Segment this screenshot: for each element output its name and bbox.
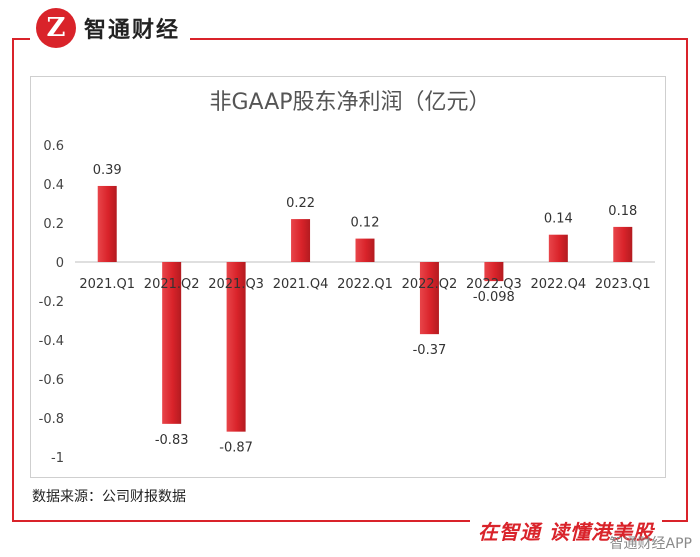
bar — [613, 226, 633, 262]
y-tick-label: 0.6 — [43, 139, 64, 154]
x-tick-label: 2021.Q2 — [144, 277, 200, 292]
slogan: 在智通 读懂港美股 — [470, 516, 662, 545]
bar — [97, 185, 117, 262]
x-tick-label: 2022.Q3 — [466, 277, 522, 292]
bar — [484, 262, 504, 282]
brand-logo-icon: Z — [36, 8, 76, 48]
x-tick-label: 2021.Q4 — [273, 277, 329, 292]
data-label: 0.39 — [93, 163, 122, 178]
x-tick-label: 2021.Q3 — [208, 277, 264, 292]
data-label: 0.22 — [286, 196, 315, 211]
bar — [419, 262, 439, 335]
data-label: -0.87 — [219, 441, 253, 456]
data-label: -0.098 — [473, 290, 515, 305]
data-label: 0.12 — [351, 216, 380, 231]
chart-title: 非GAAP股东净利润（亿元） — [209, 90, 491, 115]
x-tick-label: 2022.Q4 — [530, 277, 586, 292]
y-tick-label: 0.2 — [43, 217, 64, 232]
y-tick-label: -0.6 — [39, 373, 64, 388]
y-tick-label: 0 — [56, 256, 64, 271]
chart-area — [30, 76, 666, 478]
x-tick-label: 2021.Q1 — [79, 277, 135, 292]
y-tick-label: -1 — [51, 451, 64, 466]
x-tick-label: 2022.Q1 — [337, 277, 393, 292]
data-label: 0.14 — [544, 212, 573, 227]
data-label: -0.83 — [155, 433, 189, 448]
y-tick-label: -0.2 — [39, 295, 64, 310]
data-label: -0.37 — [413, 343, 447, 358]
bar — [548, 234, 568, 262]
bar — [291, 219, 311, 262]
y-tick-label: -0.8 — [39, 412, 64, 427]
data-label: 0.18 — [608, 204, 637, 219]
bar — [162, 262, 182, 424]
brand-logo: Z 智通财经 — [30, 6, 191, 50]
watermark: 智通财经APP — [609, 536, 692, 552]
y-tick-label: 0.4 — [43, 178, 64, 193]
x-tick-label: 2023.Q1 — [595, 277, 651, 292]
outer-frame — [12, 38, 688, 522]
y-tick-label: -0.4 — [39, 334, 64, 349]
data-source-note: 数据来源：公司财报数据 — [32, 489, 186, 505]
bar — [355, 238, 375, 262]
x-tick-label: 2022.Q2 — [402, 277, 458, 292]
bar — [226, 262, 246, 432]
brand-name: 智通财经 — [84, 18, 181, 43]
